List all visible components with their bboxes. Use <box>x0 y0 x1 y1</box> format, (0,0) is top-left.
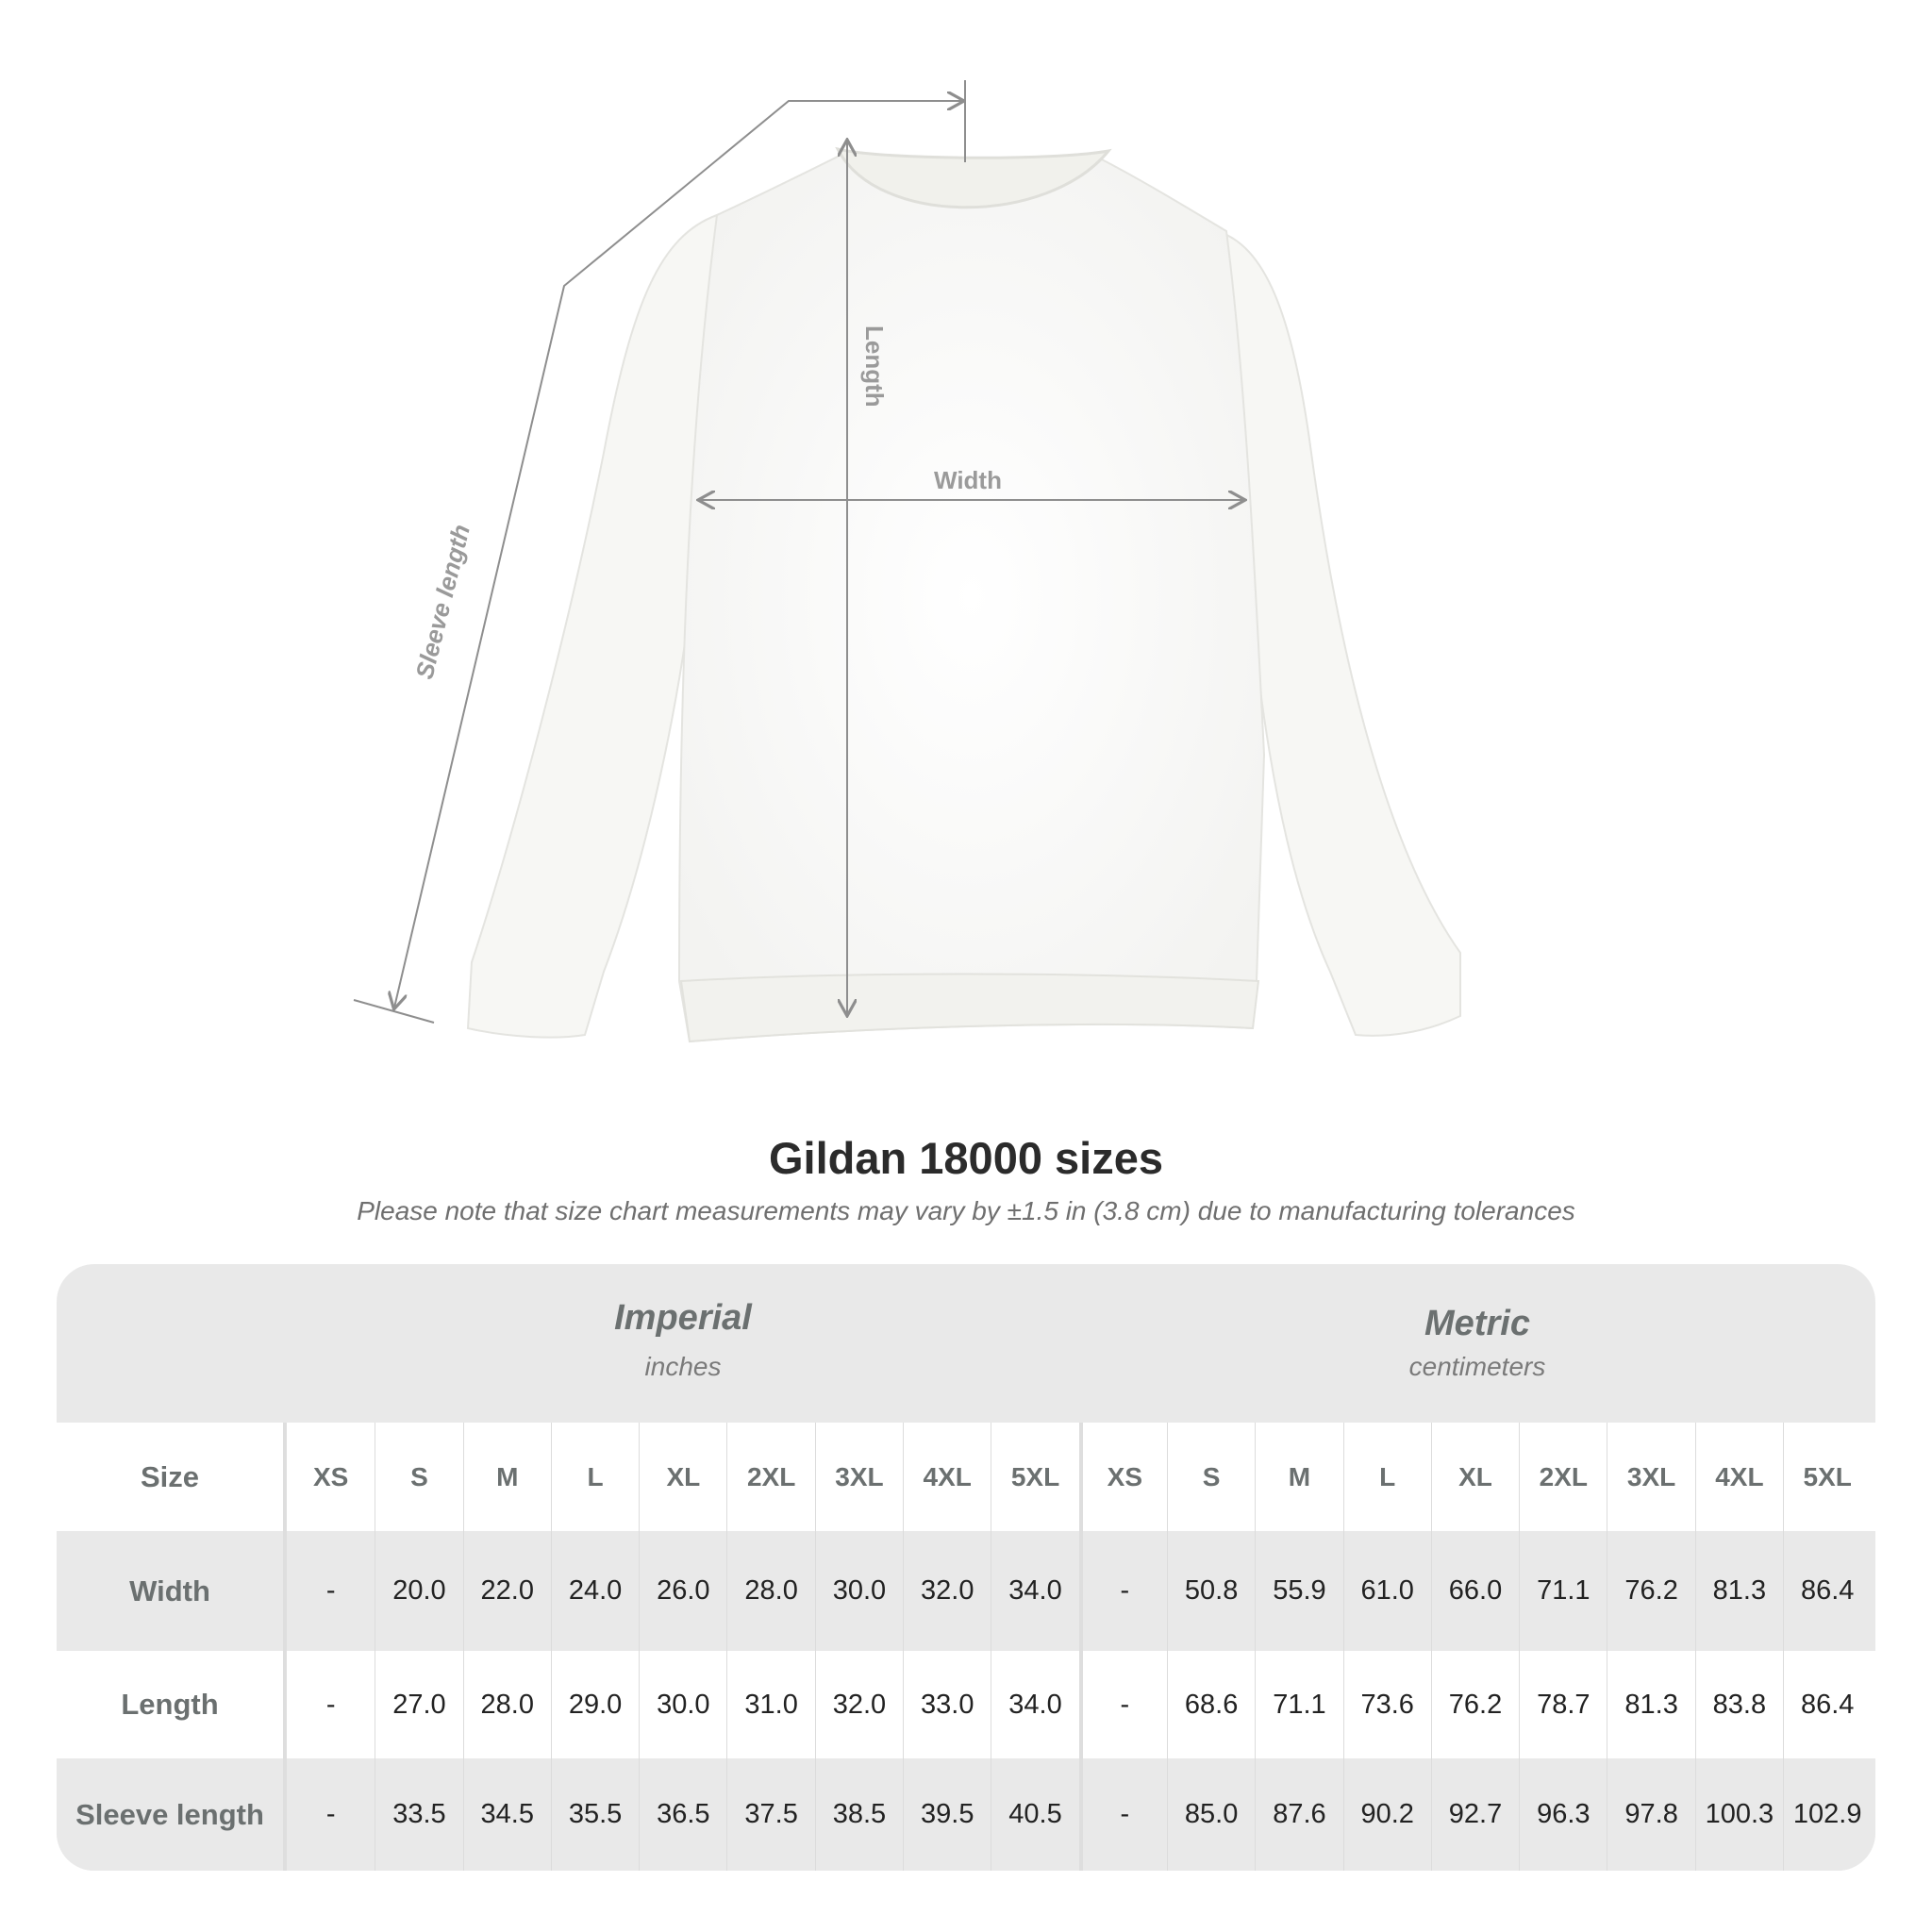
table-row: Length -27.0 28.0 29.0 30.0 31.0 32.0 33.0 34.0-… <box>57 1651 1875 1758</box>
imperial-title: Imperial <box>614 1298 752 1338</box>
width-label: Width <box>934 466 1002 494</box>
waistband <box>679 973 1260 1043</box>
imperial-size-header: L <box>550 1423 639 1531</box>
imperial-value: 40.5 <box>991 1758 1078 1871</box>
metric-size-header: 5XL <box>1783 1423 1871 1531</box>
imperial-value: 20.0 <box>375 1531 462 1651</box>
imperial-size-header: S <box>375 1423 462 1531</box>
imperial-value: 34.0 <box>991 1531 1078 1651</box>
metric-size-header: S <box>1166 1423 1255 1531</box>
metric-value: 83.8 <box>1694 1651 1783 1758</box>
metric-header: Metric centimeters <box>1079 1264 1875 1423</box>
metric-value: - <box>1078 1651 1167 1758</box>
imperial-value: 32.0 <box>903 1531 991 1651</box>
imperial-value: 24.0 <box>550 1531 639 1651</box>
metric-value: 78.7 <box>1519 1651 1607 1758</box>
imperial-value: 34.5 <box>462 1758 551 1871</box>
table-row: Sleeve length - 33.5 34.5 35.5 36.5 37.5 38.5 39… <box>57 1758 1875 1871</box>
metric-value: 102.9 <box>1783 1758 1871 1871</box>
metric-value: 50.8 <box>1166 1531 1255 1651</box>
imperial-value: 28.0 <box>726 1531 814 1651</box>
size-label: Size <box>57 1423 287 1531</box>
imperial-value: 33.0 <box>903 1651 991 1758</box>
metric-size-header: 3XL <box>1607 1423 1694 1531</box>
imperial-size-header: 5XL <box>991 1423 1078 1531</box>
imperial-value: - <box>325 1799 336 1829</box>
metric-value: 97.8 <box>1607 1758 1694 1871</box>
row-label: Sleeve length <box>57 1758 287 1871</box>
imperial-value: 22.0 <box>462 1531 551 1651</box>
metric-value: 96.3 <box>1519 1758 1607 1871</box>
metric-value: 76.2 <box>1430 1651 1519 1758</box>
metric-value: 81.3 <box>1694 1531 1783 1651</box>
imperial-value: 31.0 <box>726 1651 814 1758</box>
imperial-size-header: 2XL <box>726 1423 814 1531</box>
imperial-size-header: XL <box>639 1423 726 1531</box>
imperial-value: 39.5 <box>903 1758 991 1871</box>
metric-size-header: M <box>1255 1423 1342 1531</box>
imperial-value: 28.0 <box>462 1651 551 1758</box>
metric-value: 92.7 <box>1430 1758 1519 1871</box>
metric-value: 68.6 <box>1166 1651 1255 1758</box>
imperial-value: 33.5 <box>375 1758 462 1871</box>
imperial-value: 36.5 <box>639 1758 726 1871</box>
imperial-value: 32.0 <box>814 1651 903 1758</box>
imperial-value: 37.5 <box>726 1758 814 1871</box>
sweatshirt-body <box>677 149 1266 1043</box>
metric-value: 90.2 <box>1342 1758 1431 1871</box>
imperial-size-header: 4XL <box>903 1423 991 1531</box>
metric-value: 85.0 <box>1166 1758 1255 1871</box>
imperial-size-header: 3XL <box>814 1423 903 1531</box>
size-header-row: Size XS S M L XL 2XL 3XL 4XL 5XL XS S M L XL 2XL 3XL 4XL 5… <box>57 1423 1875 1531</box>
row-label: Width <box>57 1531 287 1651</box>
size-table: Imperial inches Metric centimeters Size X… <box>57 1264 1875 1871</box>
metric-value: - <box>1078 1531 1167 1651</box>
chart-title: Gildan 18000 sizes <box>768 1133 1164 1183</box>
metric-value: 76.2 <box>1607 1531 1694 1651</box>
imperial-size-header: M <box>462 1423 551 1531</box>
metric-title: Metric <box>1424 1304 1530 1343</box>
right-sleeve <box>1215 229 1461 1037</box>
row-label: Length <box>57 1651 287 1758</box>
metric-value: 71.1 <box>1255 1651 1342 1758</box>
metric-size-header: 2XL <box>1519 1423 1607 1531</box>
metric-value: 100.3 <box>1694 1758 1783 1871</box>
metric-value: 87.6 <box>1255 1758 1342 1871</box>
metric-value: 86.4 <box>1783 1531 1871 1651</box>
imperial-value: 35.5 <box>550 1758 639 1871</box>
metric-value: 86.4 <box>1783 1651 1871 1758</box>
metric-unit: centimeters <box>1408 1352 1546 1381</box>
imperial-header: Imperial inches <box>287 1264 1079 1423</box>
imperial-value: 29.0 <box>550 1651 639 1758</box>
imperial-value: - <box>325 1575 336 1606</box>
sleeve-arrow <box>394 101 962 1008</box>
metric-value: 61.0 <box>1342 1531 1431 1651</box>
imperial-value: 26.0 <box>639 1531 726 1651</box>
metric-size-header: XS <box>1078 1423 1167 1531</box>
imperial-value: 38.5 <box>814 1758 903 1871</box>
metric-value: 71.1 <box>1519 1531 1607 1651</box>
imperial-value: 30.0 <box>814 1531 903 1651</box>
metric-size-header: XL <box>1430 1423 1519 1531</box>
imperial-value: 34.0 <box>991 1651 1078 1758</box>
imperial-value: 27.0 <box>375 1651 462 1758</box>
imperial-unit: inches <box>644 1352 722 1381</box>
length-label: Length <box>860 325 889 408</box>
metric-value: 73.6 <box>1342 1651 1431 1758</box>
metric-value: 81.3 <box>1607 1651 1694 1758</box>
imperial-value: 30.0 <box>639 1651 726 1758</box>
sleeve-length-label: Sleeve length <box>409 522 475 682</box>
imperial-value: - <box>325 1689 336 1720</box>
metric-value: 66.0 <box>1430 1531 1519 1651</box>
metric-size-header: L <box>1342 1423 1431 1531</box>
sweatshirt-diagram: Length Width Sleeve length <box>353 80 1461 1043</box>
imperial-size-header: XS <box>312 1461 349 1491</box>
metric-size-header: 4XL <box>1694 1423 1783 1531</box>
metric-value: 55.9 <box>1255 1531 1342 1651</box>
table-row: Width -20.0 22.0 24.0 26.0 28.0 30.0 32.0 34.0-5… <box>57 1531 1875 1651</box>
metric-value: - <box>1078 1758 1167 1871</box>
tolerance-note: Please note that size chart measurements… <box>357 1196 1575 1225</box>
